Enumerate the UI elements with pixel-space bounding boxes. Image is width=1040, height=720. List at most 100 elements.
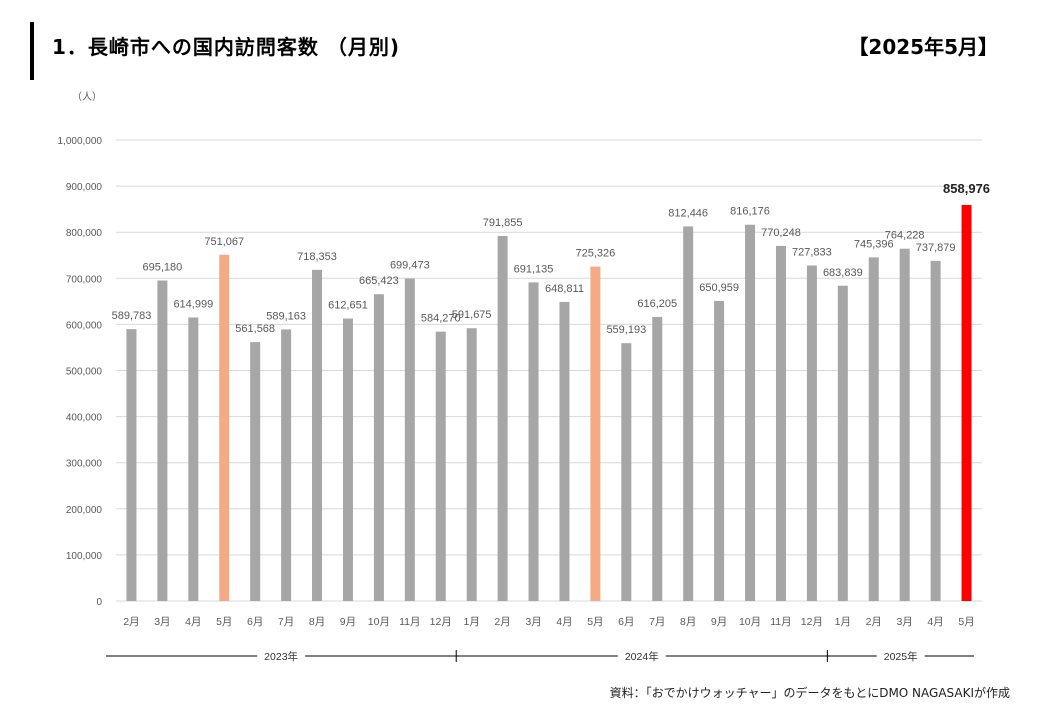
data-label: 561,568 — [235, 323, 275, 335]
bar — [621, 343, 632, 601]
bar — [683, 226, 694, 601]
x-tick-label: 11月 — [399, 616, 420, 628]
x-tick-label: 4月 — [927, 616, 943, 628]
y-tick-label: 200,000 — [66, 505, 103, 516]
data-label: 650,959 — [699, 282, 739, 294]
data-label: 699,473 — [390, 260, 430, 272]
data-label: 665,423 — [359, 275, 399, 287]
x-tick-label: 6月 — [618, 616, 634, 628]
data-label: 816,176 — [730, 206, 770, 218]
bars-layer — [126, 205, 972, 602]
data-label: 718,353 — [297, 251, 337, 263]
report-period: 【2025年5月】 — [848, 35, 998, 59]
x-tick-label: 3月 — [897, 616, 913, 628]
y-tick-label: 400,000 — [66, 413, 103, 424]
x-tick-label: 2月 — [494, 616, 510, 628]
bar — [312, 269, 323, 601]
data-label: 559,193 — [606, 324, 646, 336]
x-tick-label: 1月 — [835, 616, 851, 628]
page-title: 1．長崎市への国内訪問客数 （月別) — [52, 35, 401, 59]
bar — [899, 248, 910, 601]
bar — [342, 318, 353, 601]
y-tick-label: 1,000,000 — [58, 136, 103, 147]
year-groups-layer: 2023年 2024年 2025年 — [106, 650, 974, 663]
data-label: 683,839 — [823, 267, 863, 279]
y-tick-label: 600,000 — [66, 320, 103, 331]
x-tick-label: 5月 — [216, 616, 232, 628]
data-label: 751,067 — [204, 236, 244, 248]
bar — [373, 294, 384, 601]
y-tick-label: 500,000 — [66, 367, 103, 378]
year-group-label: 2025年 — [884, 650, 918, 663]
title-accent-bar — [30, 22, 34, 80]
x-tick-label: 11月 — [770, 616, 791, 628]
y-tick-label: 700,000 — [66, 274, 103, 285]
data-label: 727,833 — [792, 246, 832, 258]
y-tick-label: 300,000 — [66, 459, 103, 470]
bar — [775, 245, 786, 602]
x-tick-label: 10月 — [739, 616, 761, 628]
x-tick-label: 5月 — [958, 616, 974, 628]
bar — [157, 280, 168, 601]
data-label: 791,855 — [483, 217, 523, 229]
x-tick-label: 9月 — [711, 616, 727, 628]
bar — [528, 282, 539, 601]
x-tick-label: 5月 — [587, 616, 603, 628]
bar — [745, 224, 756, 601]
bar — [435, 331, 446, 601]
data-label: 614,999 — [173, 298, 213, 310]
x-tick-label: 8月 — [680, 616, 696, 628]
data-label: 695,180 — [143, 262, 183, 274]
x-tick-label: 3月 — [525, 616, 541, 628]
bar — [714, 300, 725, 601]
bar — [497, 235, 508, 602]
bar — [961, 205, 972, 601]
bar — [559, 301, 570, 601]
x-tick-label: 9月 — [340, 616, 356, 628]
grid-layer: 0 100,000 200,000 300,000 400,000 500,000 600,… — [58, 136, 982, 608]
y-tick-label: 900,000 — [66, 182, 103, 193]
y-tick-label: 800,000 — [66, 228, 103, 239]
bar — [837, 285, 848, 601]
bar — [806, 265, 817, 601]
x-tick-label: 12月 — [801, 616, 823, 628]
year-group-label: 2023年 — [264, 650, 298, 663]
x-tick-label: 8月 — [309, 616, 325, 628]
x-tick-label: 12月 — [430, 616, 452, 628]
y-axis-unit-label: （人） — [72, 91, 102, 103]
data-label: 725,326 — [576, 248, 616, 260]
value-labels-layer: 589,783 695,180 614,999 751,067 561,568589,1… — [112, 181, 990, 336]
x-axis-layer: 2月 3月 4月 5月 6月 7月 8月 9月 10月 11月 12月 1月 2月 3月 4月 5月 6月 7月 8… — [123, 616, 974, 628]
data-label: 648,811 — [545, 283, 584, 295]
bar — [590, 266, 601, 601]
bar — [250, 342, 261, 601]
year-group-label: 2024年 — [625, 650, 659, 663]
data-label: 584,270 — [421, 313, 461, 325]
bar — [188, 317, 199, 601]
data-label: 812,446 — [668, 207, 708, 219]
data-label: 737,879 — [916, 242, 956, 254]
bar — [281, 329, 292, 601]
source-note: 資料：「おでかけウォッチャー」のデータをもとにDMO NAGASAKIが作成 — [609, 686, 1010, 700]
y-tick-label: 0 — [96, 597, 102, 608]
data-label: 745,396 — [854, 238, 894, 250]
y-tick-label: 100,000 — [66, 551, 103, 562]
data-label: 770,248 — [761, 227, 801, 239]
bar — [126, 329, 137, 601]
data-label: 589,163 — [266, 310, 306, 322]
bar — [404, 278, 415, 601]
x-tick-label: 3月 — [154, 616, 170, 628]
data-label: 691,135 — [514, 263, 554, 275]
bar — [652, 316, 663, 601]
x-tick-label: 7月 — [278, 616, 294, 628]
bar — [466, 328, 477, 601]
data-label: 591,675 — [452, 309, 492, 321]
data-label: 616,205 — [637, 298, 677, 310]
x-tick-label: 2月 — [123, 616, 139, 628]
data-label: 589,783 — [112, 310, 152, 322]
data-label: 764,228 — [885, 230, 925, 242]
data-label: 858,976 — [943, 181, 990, 196]
x-tick-label: 10月 — [368, 616, 390, 628]
x-tick-label: 6月 — [247, 616, 263, 628]
x-tick-label: 4月 — [185, 616, 201, 628]
